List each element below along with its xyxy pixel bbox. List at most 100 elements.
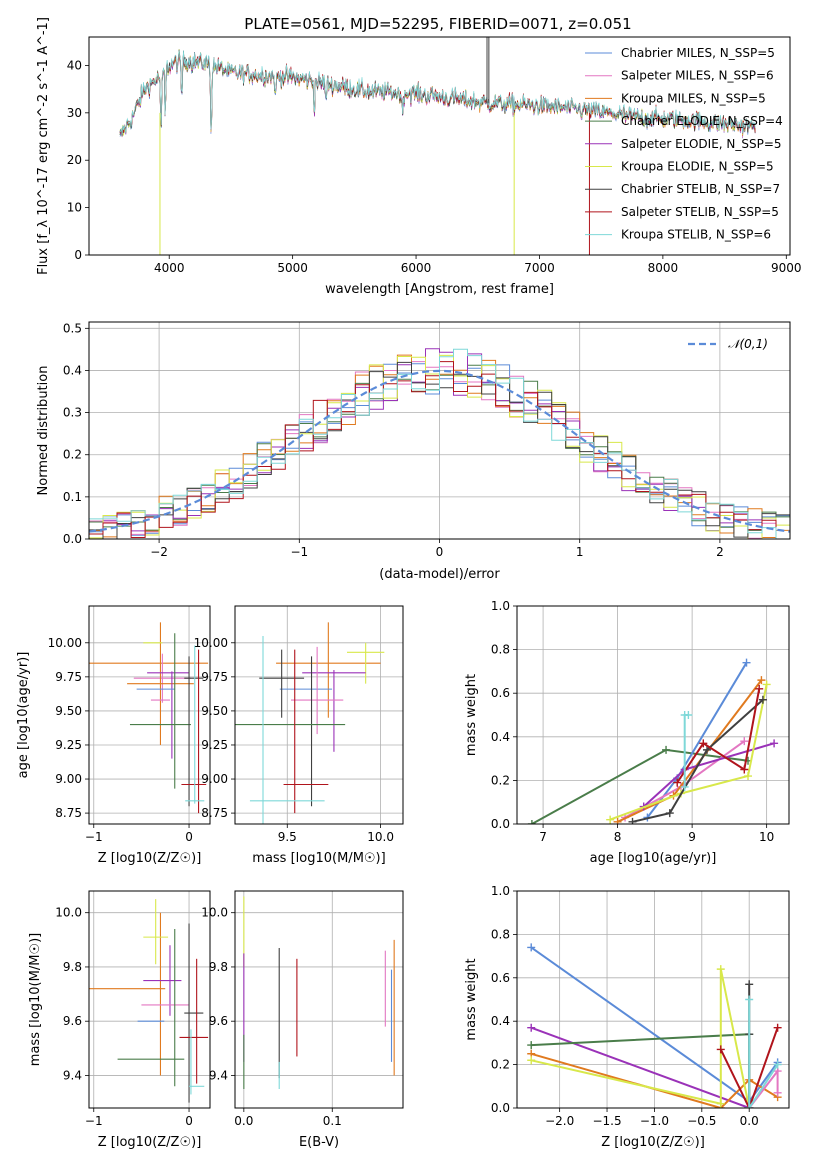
x-tick-label: −1 bbox=[85, 830, 103, 844]
weight-marker bbox=[613, 817, 622, 824]
y-axis-label: Normed distribution bbox=[36, 366, 51, 496]
y-axis-label: mass weight bbox=[464, 958, 479, 1040]
x-axis-label: Z [log10(Z/Z☉)] bbox=[601, 1135, 705, 1150]
y-tick-label: 9.75 bbox=[55, 670, 82, 684]
x-axis-label: (data-model)/error bbox=[379, 567, 500, 582]
y-tick-label: 0.4 bbox=[491, 1014, 510, 1028]
panel-age_vs_mass: 9.5 10.0 8.75 9.00 9.25 9.50 9.75 10.00 mass [lo… bbox=[194, 605, 404, 866]
histogram-step-5 bbox=[89, 354, 790, 539]
weight-marker bbox=[770, 739, 779, 748]
x-tick-label: 10.0 bbox=[367, 830, 394, 844]
plot-area bbox=[119, 37, 756, 255]
y-tick-label: 0.2 bbox=[491, 1058, 510, 1072]
panel-weight_vs_Z: −2.0 −1.5 −1.0 −0.5 0.0 0.0 0.2 0.4 0.6 0.8 1.0 Z [… bbox=[464, 884, 790, 1150]
x-tick-label: 9.5 bbox=[278, 830, 297, 844]
y-tick-label: 9.50 bbox=[201, 704, 228, 718]
x-tick-label: −1 bbox=[290, 545, 308, 559]
y-tick-label: 0.8 bbox=[491, 927, 510, 941]
x-tick-label: 6000 bbox=[401, 261, 432, 275]
x-tick-label: 2 bbox=[716, 545, 724, 559]
weight-line-1 bbox=[646, 662, 748, 819]
spectrum-line-8 bbox=[119, 50, 756, 135]
y-tick-label: 0.3 bbox=[63, 406, 82, 420]
y-tick-label: 9.8 bbox=[63, 960, 82, 974]
legend-label: Salpeter STELIB, N_SSP=5 bbox=[621, 205, 779, 219]
y-tick-label: 10.00 bbox=[194, 636, 228, 650]
x-axis-label: Z [log10(Z/Z☉)] bbox=[98, 1135, 202, 1150]
weight-marker bbox=[527, 1023, 536, 1032]
panel-mass_vs_ebv: 0.0 0.1 9.4 9.6 9.8 10.0 E(B-V) bbox=[201, 890, 404, 1150]
legend-label: Chabrier MILES, N_SSP=5 bbox=[621, 46, 775, 60]
x-tick-label: 8000 bbox=[648, 261, 679, 275]
weight-line-5 bbox=[609, 684, 768, 821]
x-tick-label: 10 bbox=[759, 830, 774, 844]
weight-marker bbox=[662, 745, 671, 754]
y-tick-label: 8.75 bbox=[201, 806, 228, 820]
legend-label: Kroupa STELIB, N_SSP=6 bbox=[621, 228, 771, 242]
x-axis-label: wavelength [Angstrom, rest frame] bbox=[325, 282, 554, 297]
weight-line-6 bbox=[719, 1027, 779, 1108]
x-tick-label: −1.0 bbox=[640, 1114, 669, 1128]
y-tick-label: 9.25 bbox=[201, 738, 228, 752]
y-tick-label: 9.4 bbox=[63, 1068, 82, 1082]
weight-line-4 bbox=[530, 968, 751, 1108]
y-tick-label: 9.00 bbox=[201, 772, 228, 786]
weight-marker bbox=[628, 817, 637, 824]
y-tick-label: 0.2 bbox=[491, 773, 510, 787]
weight-marker bbox=[773, 1023, 782, 1032]
weight-marker bbox=[742, 658, 751, 667]
y-tick-label: 30 bbox=[67, 106, 82, 120]
x-axis-label: mass [log10(M/M☉)] bbox=[252, 851, 385, 866]
legend-label: Kroupa MILES, N_SSP=5 bbox=[621, 91, 766, 105]
weight-line-8 bbox=[748, 999, 779, 1108]
y-tick-label: 9.8 bbox=[209, 960, 228, 974]
axes-frame bbox=[234, 605, 404, 825]
y-tick-label: 0.4 bbox=[491, 730, 510, 744]
y-tick-label: 1.0 bbox=[491, 599, 510, 613]
legend-label: Salpeter MILES, N_SSP=6 bbox=[621, 69, 774, 83]
panel-residuals: −2 −1 0 1 2 0.0 0.1 0.2 0.3 0.4 0.5 𝒩(0,1) (data-mod… bbox=[36, 321, 791, 582]
y-tick-label: 9.6 bbox=[63, 1014, 82, 1028]
weight-marker bbox=[673, 778, 682, 787]
y-tick-label: 0.0 bbox=[491, 1101, 510, 1115]
weight-marker bbox=[606, 815, 615, 824]
legend-label: 𝒩(0,1) bbox=[728, 337, 768, 351]
weight-line-7 bbox=[676, 688, 761, 784]
y-axis-label: age [log10(age/yr)] bbox=[16, 652, 31, 779]
y-tick-label: 9.6 bbox=[209, 1014, 228, 1028]
x-tick-label: −0.5 bbox=[687, 1114, 716, 1128]
x-tick-label: −2.0 bbox=[545, 1114, 574, 1128]
x-tick-label: 0 bbox=[185, 830, 193, 844]
y-tick-label: 0.8 bbox=[491, 643, 510, 657]
plots-layer: 4000 5000 6000 7000 8000 9000010203040Chabrie… bbox=[16, 17, 802, 1150]
y-tick-label: 1.0 bbox=[491, 884, 510, 898]
weight-marker bbox=[684, 711, 693, 719]
y-tick-label: 0.6 bbox=[491, 971, 510, 985]
plot-area bbox=[517, 606, 789, 824]
y-axis-label: mass weight bbox=[464, 674, 479, 756]
histogram-step-8 bbox=[89, 348, 790, 539]
y-tick-label: 10.0 bbox=[201, 906, 228, 920]
y-tick-label: 0.1 bbox=[63, 490, 82, 504]
x-tick-label: 0.1 bbox=[323, 1114, 342, 1128]
weight-marker bbox=[527, 943, 536, 952]
y-tick-label: 0.0 bbox=[63, 532, 82, 546]
x-tick-label: 9000 bbox=[771, 261, 802, 275]
figure-title: PLATE=0561, MJD=52295, FIBERID=0071, z=0… bbox=[244, 15, 631, 33]
weight-line-3 bbox=[617, 679, 763, 823]
y-tick-label: 0.0 bbox=[491, 817, 510, 831]
axes-frame bbox=[88, 605, 211, 825]
y-tick-label: 10 bbox=[67, 201, 82, 215]
weight-line-1 bbox=[530, 1026, 750, 1108]
weight-marker bbox=[680, 782, 689, 791]
axes-frame bbox=[234, 890, 404, 1109]
y-tick-label: 9.4 bbox=[209, 1068, 228, 1082]
x-tick-label: 7 bbox=[539, 830, 547, 844]
axes-frame bbox=[516, 890, 790, 1109]
weight-marker bbox=[527, 1041, 536, 1050]
plot-area bbox=[235, 606, 403, 824]
weight-marker bbox=[699, 739, 708, 748]
y-tick-label: 40 bbox=[67, 58, 82, 72]
y-tick-label: 9.50 bbox=[55, 704, 82, 718]
